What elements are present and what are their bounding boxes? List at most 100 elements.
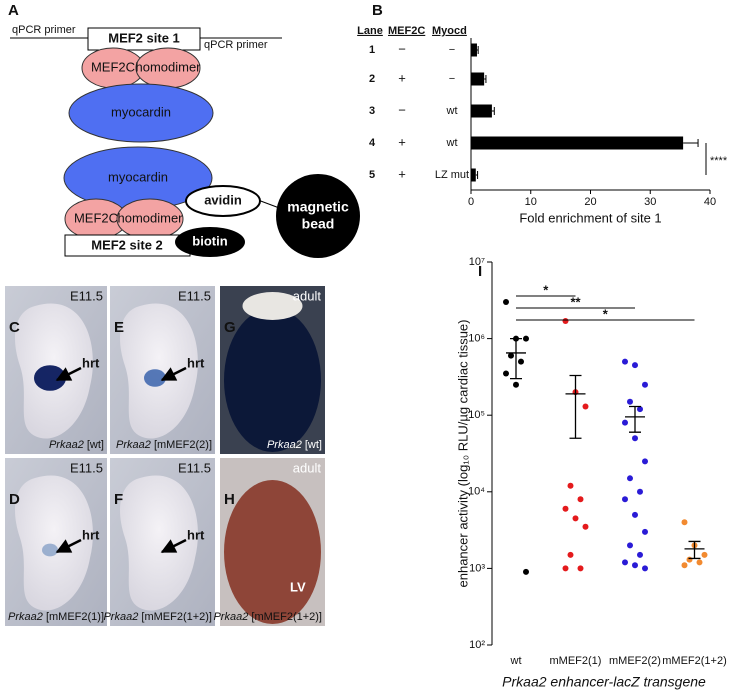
point xyxy=(513,381,519,388)
gene-name: Prkaa2 xyxy=(116,439,151,451)
protein-label: myocardin xyxy=(108,169,168,184)
point xyxy=(582,523,589,530)
error-bar xyxy=(629,405,641,433)
stage-label: adult xyxy=(293,288,322,303)
point xyxy=(567,482,574,489)
bar xyxy=(471,72,485,86)
site-box xyxy=(87,27,201,51)
point xyxy=(622,496,628,503)
arrow-label: hrt xyxy=(82,527,100,542)
point xyxy=(523,568,529,575)
arrow xyxy=(160,366,187,382)
mef2c-label: + xyxy=(398,70,406,85)
point xyxy=(622,559,628,566)
panel-label: A xyxy=(8,2,19,19)
point xyxy=(572,515,579,522)
stain xyxy=(42,543,58,557)
arrow xyxy=(160,538,187,554)
x-tick-label: 20 xyxy=(584,196,596,208)
point xyxy=(632,362,638,369)
protein-label: myocardin xyxy=(111,104,171,119)
x-tick-label: 0 xyxy=(468,196,474,208)
x-tick-label: mMEF2(2) xyxy=(609,655,661,667)
primer-label: qPCR primer xyxy=(12,24,76,36)
point xyxy=(632,562,638,569)
y-tick-label: 10⁵ xyxy=(468,409,485,421)
protein-label: MEF2C xyxy=(74,210,118,225)
point xyxy=(567,551,574,558)
point xyxy=(523,335,529,342)
arrow xyxy=(55,538,82,554)
panel-label: D xyxy=(9,491,20,508)
error-bar xyxy=(510,337,522,380)
point xyxy=(627,398,633,405)
x-tick-label: 40 xyxy=(704,196,716,208)
point xyxy=(642,565,648,572)
region-label: LV xyxy=(290,579,306,594)
x-tick-label: 30 xyxy=(644,196,656,208)
point xyxy=(582,403,589,410)
y-tick-label: 10⁶ xyxy=(468,333,485,345)
panel-label: B xyxy=(372,2,383,19)
panel-label: I xyxy=(478,263,482,280)
gene-name: Prkaa2 xyxy=(8,611,43,623)
avidin xyxy=(185,185,261,217)
significance-label: ** xyxy=(570,294,581,309)
protein-label: MEF2C xyxy=(91,59,135,74)
mef2c-label: + xyxy=(398,134,406,149)
point xyxy=(642,458,648,465)
annotation: **** xyxy=(710,155,728,167)
error-bar xyxy=(484,75,487,83)
variant: [mMEF2(2)] xyxy=(154,439,212,451)
error-bar xyxy=(569,374,582,439)
arrow xyxy=(55,366,82,382)
significance-label: * xyxy=(543,282,549,297)
point xyxy=(681,519,688,526)
point xyxy=(637,488,643,495)
error-bar xyxy=(688,540,701,560)
stage-label: E11.5 xyxy=(70,288,103,303)
y-tick-label: 10² xyxy=(469,639,485,651)
photo-panel: E E11.5 hrt Prkaa2 [mMEF2(2)] xyxy=(110,286,215,454)
variant: [mMEF2(1+2)] xyxy=(251,611,322,623)
avidin-label: avidin xyxy=(204,192,242,207)
panel-label: F xyxy=(114,491,123,508)
x-tick-label: wt xyxy=(510,655,522,667)
y-tick-label: 10⁷ xyxy=(469,256,485,268)
x-tick-label: 10 xyxy=(525,196,537,208)
genotype-label: Prkaa2 [mMEF2(1)] xyxy=(8,611,104,623)
panel-label: C xyxy=(9,319,20,336)
point xyxy=(686,556,693,563)
point xyxy=(503,299,509,306)
error-bar xyxy=(683,139,699,147)
column-header: Myocd xyxy=(432,25,467,37)
genotype-label: Prkaa2 [wt] xyxy=(267,439,322,451)
point xyxy=(627,475,633,482)
variant: [mMEF2(1+2)] xyxy=(141,611,212,623)
mef2c-label: − xyxy=(398,102,406,117)
stain xyxy=(144,369,166,387)
y-axis-label: enhancer activity (log₁₀ RLU/µg cardiac … xyxy=(455,320,470,588)
bar xyxy=(471,168,476,182)
biotin-label: biotin xyxy=(192,233,227,248)
error-bar xyxy=(475,171,479,179)
stage-label: adult xyxy=(293,460,322,475)
panel-label: G xyxy=(224,319,236,336)
genotype-label: Prkaa2 [mMEF2(2)] xyxy=(116,439,212,451)
lane-label: 3 xyxy=(369,105,375,117)
gene-name: Prkaa2 xyxy=(49,439,84,451)
error-bar xyxy=(491,107,495,115)
y-tick-label: 10³ xyxy=(469,562,485,574)
lane-label: 5 xyxy=(369,169,375,181)
myocd-label: − xyxy=(449,73,455,85)
photo-panel: D E11.5 hrt Prkaa2 [mMEF2(1)] xyxy=(5,458,107,626)
gene-name: Prkaa2 xyxy=(103,611,138,623)
stage-label: E11.5 xyxy=(178,460,211,475)
myocd-label: wt xyxy=(446,137,458,149)
vessels xyxy=(242,292,303,320)
point xyxy=(577,496,584,503)
x-tick-label: mMEF2(1+2) xyxy=(662,655,727,667)
arrow-label: hrt xyxy=(187,527,205,542)
